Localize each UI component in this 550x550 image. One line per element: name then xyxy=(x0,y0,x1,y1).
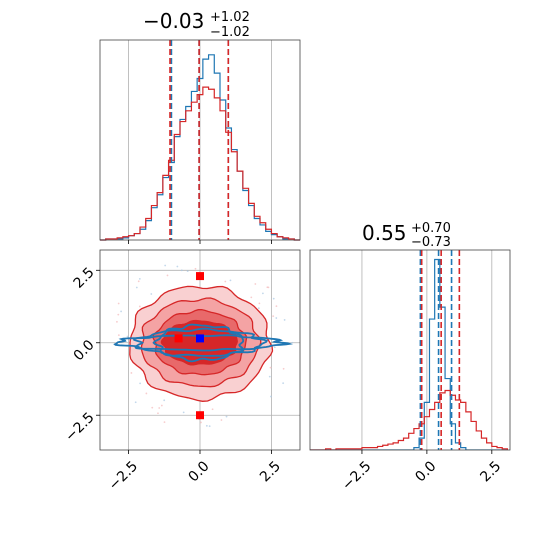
scatter-point-33 xyxy=(272,297,275,300)
scatter-point-4 xyxy=(229,279,232,282)
scatter-point-18 xyxy=(126,335,129,338)
scatter-point-31 xyxy=(138,305,141,308)
scatter-point-28 xyxy=(268,375,271,378)
scatter-point-24 xyxy=(272,315,275,317)
param-1-title-median: −0.03 xyxy=(143,9,204,33)
scatter-point-5 xyxy=(176,265,179,268)
scatter-point-29 xyxy=(282,382,285,385)
param-2-title-minus: −0.73 xyxy=(411,235,451,250)
scatter-point-20 xyxy=(158,407,161,409)
scatter-point-22 xyxy=(254,283,257,285)
scatter-point-26 xyxy=(160,404,163,407)
scatter-point-41 xyxy=(258,302,261,305)
scatter-point-42 xyxy=(120,310,122,313)
scatter-point-12 xyxy=(130,372,133,374)
scatter-point-21 xyxy=(208,425,211,428)
scatter-point-14 xyxy=(269,366,272,369)
param-1-title-plus: +1.02 xyxy=(210,10,250,25)
scatter-point-45 xyxy=(180,269,183,272)
param-2-title-median: 0.55 xyxy=(362,221,407,245)
scatter-point-6 xyxy=(166,274,169,277)
blue-marker xyxy=(196,334,204,343)
scatter-point-11 xyxy=(163,399,166,402)
scatter-point-9 xyxy=(117,302,120,305)
hist2-xtick-label-2: 2.5 xyxy=(477,458,504,485)
histogram-panel-param-2: −2.5 0.0 2.5 0.55 +0.70 −0.73 xyxy=(309,221,511,494)
red-contour-line-3 xyxy=(160,319,238,366)
histogram-2-frame xyxy=(309,249,511,451)
scatter-point-55 xyxy=(163,421,166,424)
scatter-point-56 xyxy=(137,280,140,283)
scatter-point-8 xyxy=(275,305,278,308)
scatter-point-57 xyxy=(225,415,228,418)
scatter-point-19 xyxy=(182,411,185,414)
scatter-xtick-label-1: 0.0 xyxy=(186,458,213,485)
hist2-red-series xyxy=(310,389,509,450)
scatter-point-1 xyxy=(220,419,223,421)
hist1-red-series xyxy=(100,86,300,241)
hist2-blue-series xyxy=(310,258,508,450)
histogram-panel-param-1: −0.03 +1.02 −1.02 xyxy=(99,9,301,244)
scatter-ytick-label-1: 0.0 xyxy=(71,337,98,364)
blue-contour-line-2 xyxy=(152,323,245,363)
scatter-point-3 xyxy=(116,320,118,323)
scatter-point-50 xyxy=(200,421,202,424)
scatter-point-52 xyxy=(261,292,264,295)
scatter-xtick-label-0: −2.5 xyxy=(106,458,141,493)
scatter-point-36 xyxy=(194,267,197,270)
scatter-point-7 xyxy=(224,280,227,283)
red-marker-2 xyxy=(174,334,183,343)
red-marker-0 xyxy=(196,272,204,281)
hist2-xtick-label-0: −2.5 xyxy=(339,458,374,493)
scatter-point-47 xyxy=(164,264,167,267)
scatter-point-16 xyxy=(257,307,260,310)
scatter-point-51 xyxy=(139,382,142,385)
scatter-point-38 xyxy=(134,401,137,404)
scatter-ytick-label-2: 2.5 xyxy=(71,265,98,292)
scatter-point-37 xyxy=(205,424,208,427)
scatter-point-44 xyxy=(282,367,285,370)
scatter-point-59 xyxy=(275,317,278,319)
scatter-xtick-label-2: 2.5 xyxy=(257,458,284,485)
scatter-point-10 xyxy=(145,392,148,395)
scatter-point-43 xyxy=(211,408,214,411)
scatter-point-46 xyxy=(270,395,272,398)
scatter-point-54 xyxy=(186,270,189,272)
scatter-point-17 xyxy=(151,406,154,409)
scatter-contour-panel: −2.5 0.0 2.5 −2.5 0.0 2.5 xyxy=(62,249,301,494)
scatter-point-49 xyxy=(283,319,286,321)
scatter-point-13 xyxy=(117,313,120,316)
hist2-xtick-label-1: 0.0 xyxy=(412,458,439,485)
scatter-point-53 xyxy=(135,286,138,289)
scatter-point-40 xyxy=(138,277,141,280)
red-marker-1 xyxy=(196,411,204,420)
param-2-title-plus: +0.70 xyxy=(411,221,451,236)
scatter-point-48 xyxy=(266,286,269,289)
scatter-point-30 xyxy=(150,293,153,295)
scatter-point-34 xyxy=(273,346,276,349)
scatter-point-23 xyxy=(117,334,120,337)
param-1-title-minus: −1.02 xyxy=(210,25,250,40)
scatter-ytick-label-0: −2.5 xyxy=(62,410,97,445)
red-contour-line-2 xyxy=(152,308,248,376)
red-contour-line-0 xyxy=(129,285,274,402)
scatter-point-2 xyxy=(157,412,159,415)
scatter-point-27 xyxy=(250,296,253,299)
scatter-point-0 xyxy=(291,341,294,344)
